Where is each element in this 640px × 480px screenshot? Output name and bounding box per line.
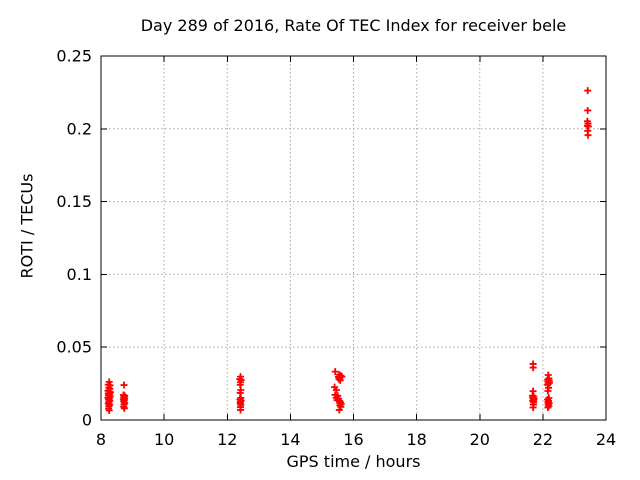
x-tick-label: 24 [596, 430, 616, 449]
x-tick-label: 20 [470, 430, 490, 449]
data-point-plus-marker [544, 387, 552, 395]
data-point-plus-marker [584, 87, 592, 95]
x-tick-label: 18 [406, 430, 426, 449]
data-point-plus-marker [335, 406, 343, 414]
x-tick-label: 16 [343, 430, 363, 449]
data-point-plus-marker [529, 403, 537, 411]
data-point-plus-marker [544, 403, 552, 411]
y-tick-label: 0.15 [56, 192, 92, 211]
data-point-plus-marker [332, 386, 340, 394]
x-tick-label: 22 [533, 430, 553, 449]
data-point-plus-marker [237, 406, 245, 414]
x-tick-label: 12 [217, 430, 237, 449]
data-point-plus-marker [105, 406, 113, 414]
x-tick-label: 10 [154, 430, 174, 449]
data-point-plus-marker [584, 131, 592, 139]
data-point-plus-marker [335, 375, 343, 383]
y-tick-label: 0.05 [56, 338, 92, 357]
x-axis-label: GPS time / hours [286, 452, 421, 471]
data-point-plus-marker [120, 404, 128, 412]
y-tick-label: 0.25 [56, 47, 92, 66]
data-point-plus-marker [331, 368, 339, 376]
data-point-plus-marker [120, 381, 128, 389]
chart-title: Day 289 of 2016, Rate Of TEC Index for r… [140, 16, 567, 35]
data-point-plus-marker [584, 106, 592, 114]
y-tick-label: 0.1 [67, 265, 92, 284]
y-tick-label: 0.2 [67, 119, 92, 138]
x-tick-label: 14 [280, 430, 300, 449]
data-point-plus-marker [529, 364, 537, 372]
data-point-plus-marker [336, 376, 344, 384]
y-tick-label: 0 [82, 411, 92, 430]
x-tick-label: 8 [96, 430, 106, 449]
